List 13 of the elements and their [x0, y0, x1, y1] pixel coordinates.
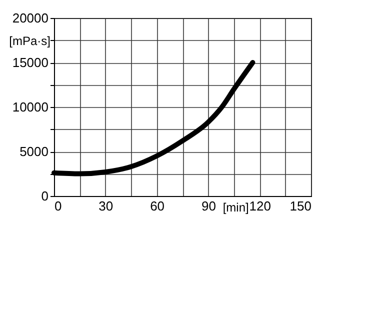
y-tick-label: 15000 [12, 55, 48, 70]
x-tick-label: 30 [98, 198, 114, 214]
x-tick-label: 120 [249, 198, 271, 214]
x-tick-label: 150 [290, 198, 312, 214]
x-tick-label: 0 [54, 198, 62, 214]
x-tick-label: 60 [150, 198, 165, 214]
y-tick-label: 10000 [12, 100, 48, 114]
y-tick-label: 5000 [20, 144, 48, 159]
x-tick-label: 90 [201, 198, 216, 214]
y-tick-label: 0 [41, 188, 48, 204]
x-axis-title: [min] [222, 200, 249, 214]
y-axis-title: [mPa·s] [9, 34, 50, 48]
y-tick-label: 20000 [12, 10, 48, 26]
